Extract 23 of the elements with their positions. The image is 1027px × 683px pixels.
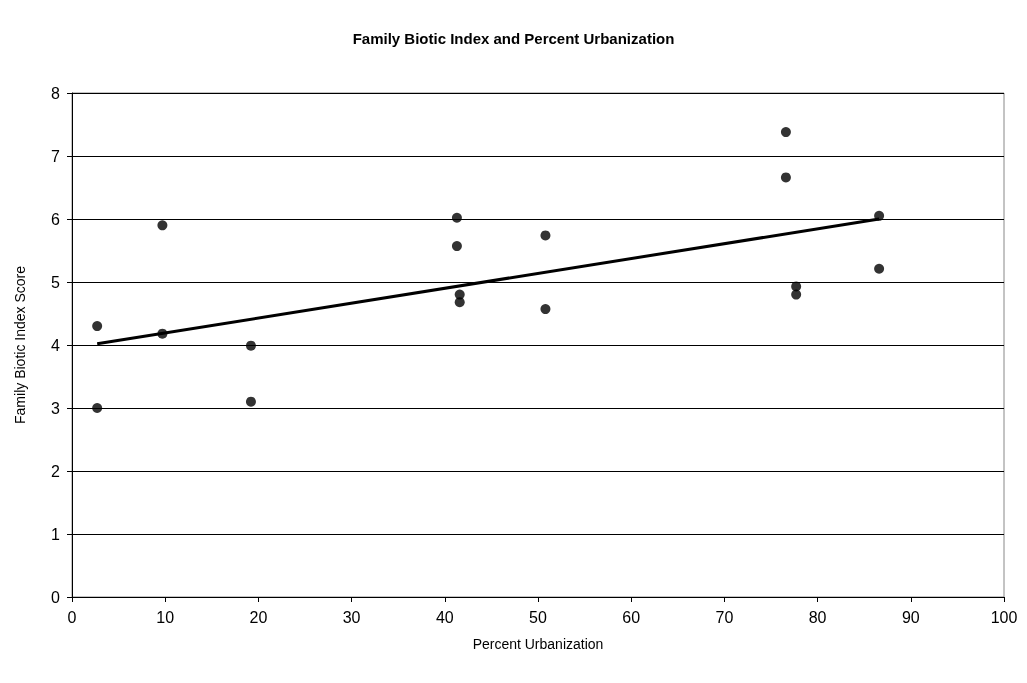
- y-tick-label: 5: [51, 273, 61, 291]
- chart-title: Family Biotic Index and Percent Urbanization: [352, 30, 675, 47]
- x-tick-label: 0: [67, 608, 77, 626]
- x-tick-label: 100: [990, 608, 1018, 626]
- x-tick-label: 20: [249, 608, 268, 626]
- y-tick-label: 7: [51, 147, 61, 165]
- y-tick-label: 4: [51, 336, 61, 354]
- x-tick-label: 60: [622, 608, 641, 626]
- y-tick-label: 6: [51, 210, 61, 228]
- y-axis-title: Family Biotic Index Score: [12, 265, 28, 424]
- x-tick-label: 90: [901, 608, 920, 626]
- y-tick-label: 1: [51, 525, 61, 543]
- y-tick-label: 3: [51, 399, 61, 417]
- x-tick-label: 70: [715, 608, 734, 626]
- y-tick-label: 8: [51, 84, 61, 102]
- x-tick-label: 10: [156, 608, 175, 626]
- x-axis-title: Percent Urbanization: [472, 636, 604, 652]
- x-tick-label: 50: [529, 608, 547, 626]
- y-tick-label: 2: [51, 462, 61, 480]
- x-tick-label: 30: [342, 608, 361, 626]
- x-tick-label: 80: [808, 608, 827, 626]
- y-tick-label: 0: [51, 588, 61, 606]
- x-tick-label: 40: [435, 608, 454, 626]
